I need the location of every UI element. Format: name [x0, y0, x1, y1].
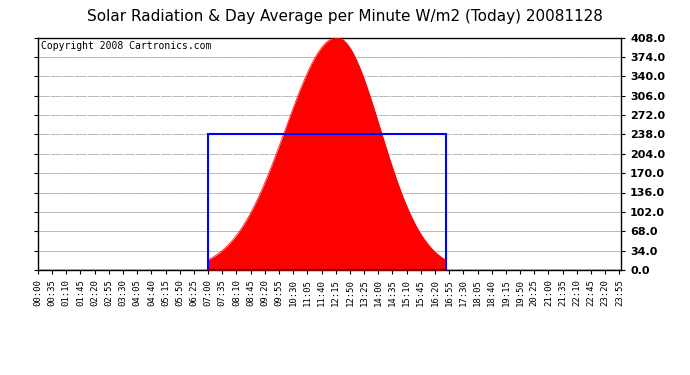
- Text: Copyright 2008 Cartronics.com: Copyright 2008 Cartronics.com: [41, 41, 211, 51]
- Bar: [208, 134, 446, 270]
- Text: Solar Radiation & Day Average per Minute W/m2 (Today) 20081128: Solar Radiation & Day Average per Minute…: [87, 9, 603, 24]
